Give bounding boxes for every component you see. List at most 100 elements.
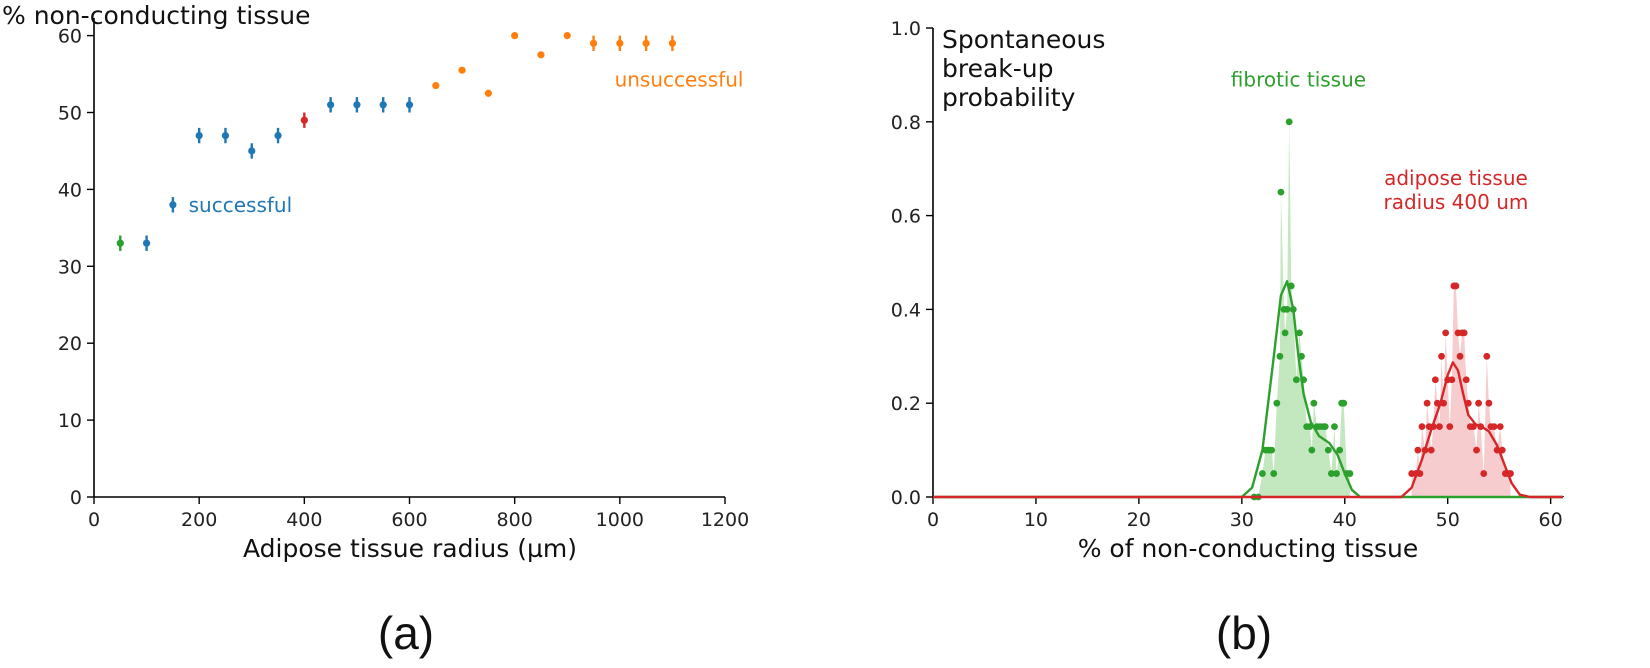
- panel-b-data-point-1: [1434, 399, 1441, 407]
- panel-b-data-point-1: [1485, 399, 1493, 407]
- panel-b-shaded-area-1: [1411, 285, 1511, 497]
- panel-a-marks: successful unsuccessful: [116, 31, 744, 251]
- panel-b-y-tick-label: 0.8: [891, 112, 921, 134]
- panel-b-x-tick-label: 40: [1333, 509, 1357, 531]
- panel-b-x-tick-label: 50: [1436, 509, 1460, 531]
- panel-a-x-tick-label: 0: [88, 509, 100, 531]
- panel-a-data-point: [589, 39, 598, 47]
- panel-b-data-point-1: [1464, 399, 1472, 407]
- panel-b-data-point-0: [1300, 376, 1307, 384]
- panel-b-data-point-0: [1327, 470, 1335, 477]
- panel-a-data-point: [169, 201, 177, 209]
- panel-b-data-point-1: [1418, 423, 1426, 431]
- panel-b-data-point-1: [1462, 376, 1470, 384]
- panel-a-data-point: [642, 39, 650, 47]
- panel-a-data-point: [300, 116, 308, 124]
- panel-b-data-point-1: [1475, 399, 1482, 407]
- panel-a-y-tick-label: 60: [58, 26, 82, 48]
- panel-b-annotation-line: radius 400 um: [1384, 190, 1529, 214]
- panel-a-x-tick-label: 1200: [701, 509, 749, 531]
- panel-a-x-tick-label: 200: [181, 509, 217, 531]
- panel-b-data-point-1: [1416, 470, 1424, 477]
- panel-a-data-point: [195, 131, 203, 140]
- panel-b-data-point-0: [1321, 423, 1329, 431]
- panel-b-data-point-1: [1414, 446, 1422, 454]
- panel-a-data-point: [458, 66, 466, 74]
- panel-a-data-point: [405, 101, 414, 109]
- panel-b-data-point-1: [1490, 423, 1498, 431]
- panel-b-y-tick-label: 1.0: [891, 18, 921, 40]
- panel-a-annotation-unsuccessful: unsuccessful: [615, 67, 744, 91]
- panel-a-y-tick-label: 0: [70, 487, 82, 509]
- panel-a-data-point: [353, 101, 361, 109]
- panel-b-x-tick-label: 60: [1539, 509, 1563, 531]
- panel-b-y-tick-label: 0.4: [891, 299, 921, 321]
- panel-b-data-point-0: [1287, 282, 1295, 290]
- panel-b-data-point-1: [1483, 352, 1491, 360]
- panel-b-title-line: Spontaneous: [942, 25, 1105, 54]
- panel-b-data-point-1: [1431, 376, 1439, 384]
- panel-a-x-tick-label: 800: [497, 509, 533, 531]
- panel-b-data-point-0: [1268, 446, 1276, 454]
- panel-b-x-tick-label: 0: [927, 509, 939, 531]
- panel-a-x-tick-label: 400: [286, 509, 322, 531]
- panel-b-data-point-1: [1493, 446, 1501, 454]
- panel-b-data-point-1: [1438, 352, 1445, 360]
- panel-b-data-point-1: [1470, 423, 1477, 431]
- panel-b-data-point-1: [1477, 423, 1485, 431]
- panel-b-data-point-0: [1333, 470, 1340, 477]
- panel-a-data-point: [274, 131, 282, 140]
- panel-b-data-point-1: [1498, 446, 1506, 454]
- panel-b-data-point-0: [1340, 399, 1348, 407]
- panel-b-data-point-1: [1423, 399, 1431, 407]
- panel-b-y-tick-label: 0.0: [891, 487, 921, 509]
- panel-b-y-tick-label: 0.6: [891, 206, 921, 228]
- panel-b-data-point-0: [1277, 188, 1285, 196]
- panel-a-data-point: [248, 147, 256, 155]
- panel-b-data-point-1: [1452, 282, 1460, 290]
- panel-a-xlabel: Adipose tissue radius (µm): [243, 534, 577, 563]
- panel-b-data-point-0: [1259, 470, 1266, 477]
- panel-a-x-tick-label: 1000: [596, 509, 644, 531]
- panel-a-label: (a): [378, 607, 434, 659]
- panel-b-data-point-0: [1308, 446, 1316, 454]
- panel-a-annotation-successful: successful: [189, 193, 293, 217]
- panel-b-annotation-line: fibrotic tissue: [1231, 68, 1366, 92]
- panel-b-xlabel: % of non-conducting tissue: [1078, 534, 1419, 563]
- panel-b-data-point-1: [1446, 423, 1454, 431]
- panel-b-data-point-0: [1298, 352, 1305, 360]
- panel-a-data-point: [116, 239, 124, 247]
- panel-b-data-point-0: [1331, 423, 1338, 431]
- panel-a-data-point: [668, 39, 677, 47]
- panel-b-data-point-0: [1346, 470, 1354, 477]
- panel-b-data-point-1: [1473, 446, 1480, 454]
- panel-b-data-point-1: [1507, 470, 1514, 477]
- panel-b: 0 10 20 30 40 50 60 0.0 0.2 0.4 0.6 0.8 1.0 Spontaneo…: [891, 18, 1564, 659]
- panel-a-y-tick-label: 40: [58, 179, 82, 201]
- panel-b-label: (b): [1216, 607, 1272, 659]
- panel-b-data-point-1: [1440, 399, 1447, 407]
- panel-b-x-tick-label: 20: [1127, 509, 1151, 531]
- panel-b-data-point-0: [1336, 446, 1344, 454]
- panel-b-shaded-area-0: [1254, 121, 1350, 498]
- panel-b-data-point-0: [1283, 306, 1291, 313]
- panel-a-ylabel: % non-conducting tissue: [2, 1, 310, 30]
- panel-b-data-point-0: [1285, 118, 1293, 126]
- panel-b-data-point-1: [1436, 423, 1443, 431]
- panel-a: 0 200 400 600 800 1000 1200 0 10 20 30 40 50 60 succe…: [2, 1, 749, 659]
- panel-b-data-point-1: [1427, 446, 1435, 454]
- panel-b-data-point-1: [1448, 376, 1456, 384]
- panel-a-x-tick-label: 600: [391, 509, 427, 531]
- panel-b-data-point-0: [1289, 306, 1297, 313]
- panel-b-title-line: break-up: [942, 54, 1054, 83]
- panel-b-data-point-1: [1460, 329, 1468, 337]
- panel-b-data-point-1: [1480, 470, 1488, 477]
- panel-b-title-line: probability: [942, 83, 1076, 112]
- panel-b-data-point-0: [1292, 376, 1300, 384]
- panel-b-x-tick-label: 30: [1230, 509, 1254, 531]
- panel-a-data-point: [511, 31, 519, 40]
- panel-b-data-point-1: [1496, 423, 1504, 431]
- panel-a-data-point: [616, 39, 624, 47]
- panel-b-annotation-line: adipose tissue: [1384, 166, 1528, 190]
